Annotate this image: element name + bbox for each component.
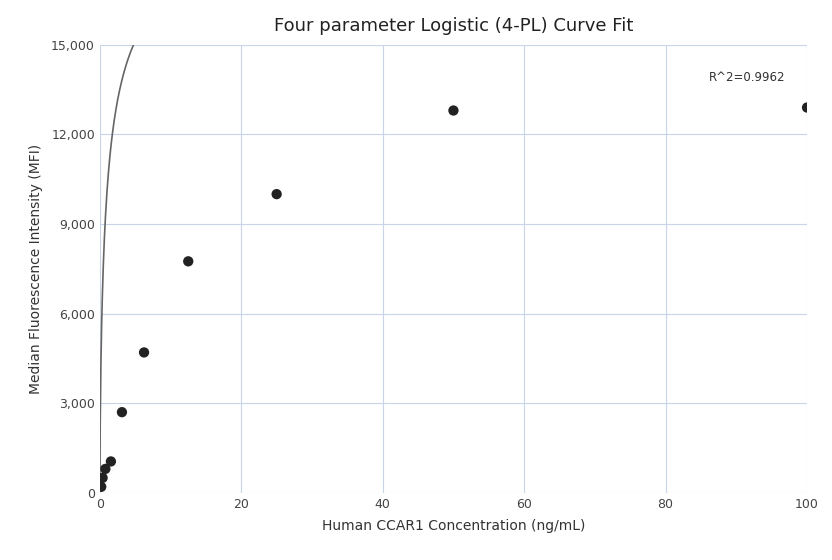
Point (181, 257, 195, 266)
X-axis label: Human CCAR1 Concentration (ng/mL): Human CCAR1 Concentration (ng/mL) (322, 519, 585, 533)
Point (99, 464, 112, 473)
Title: Four parameter Logistic (4-PL) Curve Fit: Four parameter Logistic (4-PL) Curve Fit (274, 17, 633, 35)
Point (447, 106, 460, 115)
Point (270, 190, 283, 199)
Point (800, 103, 814, 112)
Point (137, 348, 151, 357)
Y-axis label: Median Fluorescence Intensity (MFI): Median Fluorescence Intensity (MFI) (29, 144, 42, 394)
Point (96, 473, 109, 482)
Point (95, 482, 108, 491)
Text: R^2=0.9962: R^2=0.9962 (710, 71, 785, 83)
Point (104, 457, 117, 466)
Point (116, 408, 129, 417)
